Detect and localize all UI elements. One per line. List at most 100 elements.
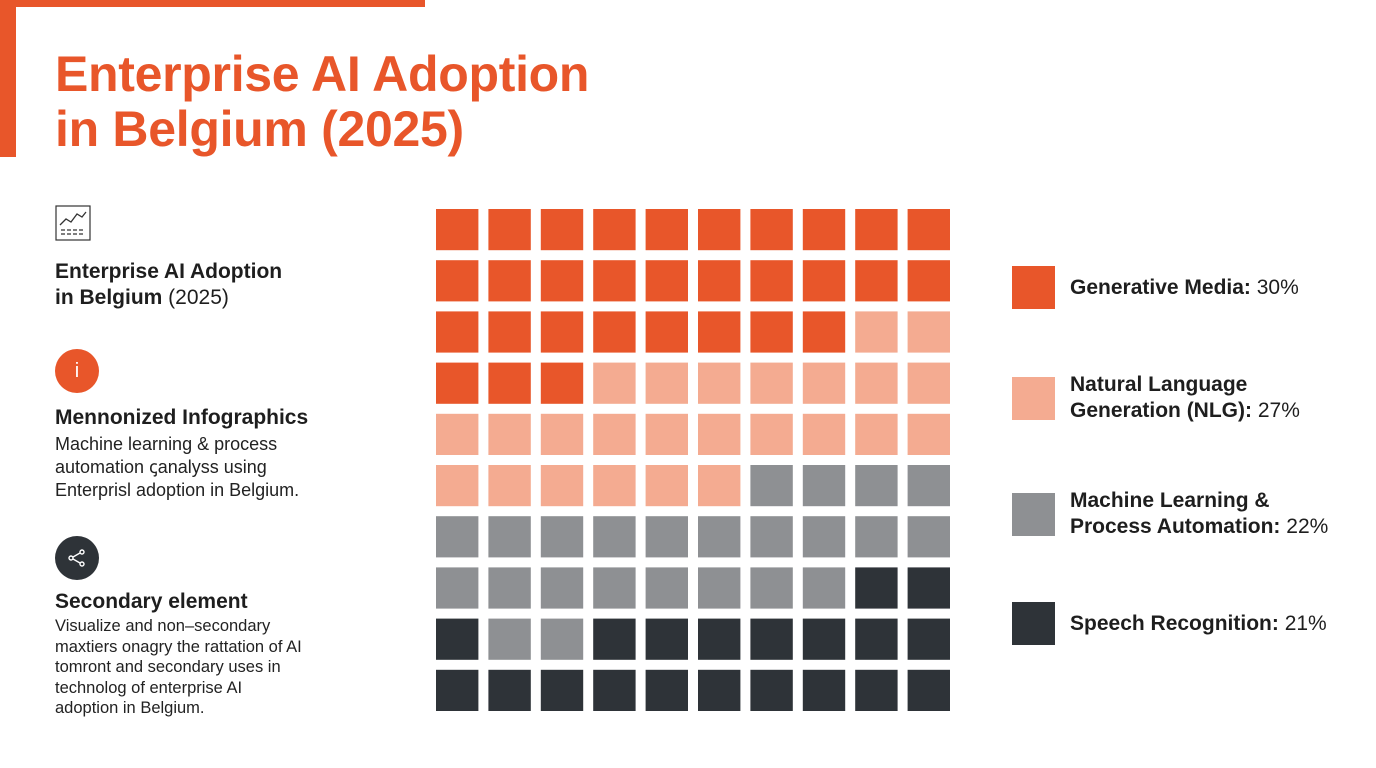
waffle-cell-natural-language-generation-nlg bbox=[488, 465, 531, 507]
waffle-cell-machine-learning-process-automation bbox=[750, 516, 793, 558]
waffle-cell-natural-language-generation-nlg bbox=[802, 413, 846, 455]
waffle-cell-natural-language-generation-nlg bbox=[540, 413, 584, 455]
waffle-cell-generative-media bbox=[855, 260, 898, 302]
waffle-cell-speech-recognition bbox=[698, 618, 741, 660]
waffle-cell-generative-media bbox=[802, 311, 846, 353]
waffle-cell-generative-media bbox=[907, 260, 950, 302]
waffle-cell-speech-recognition bbox=[907, 567, 950, 609]
legend-item-generative-media: Generative Media: 30% bbox=[1012, 266, 1299, 309]
waffle-cell-generative-media bbox=[907, 209, 950, 251]
waffle-cell-generative-media bbox=[750, 260, 793, 302]
legend-item-nlg: Natural Language Generation (NLG): 27% bbox=[1012, 372, 1300, 424]
section-3-line: technolog of enterprise AI bbox=[55, 678, 243, 697]
left-accent-bar bbox=[0, 0, 16, 157]
waffle-cell-machine-learning-process-automation bbox=[645, 567, 688, 609]
waffle-cell-machine-learning-process-automation bbox=[540, 516, 584, 558]
waffle-cell-natural-language-generation-nlg bbox=[698, 362, 741, 404]
share-icon bbox=[55, 536, 99, 580]
waffle-cell-generative-media bbox=[593, 209, 636, 251]
waffle-cell-machine-learning-process-automation bbox=[855, 465, 898, 507]
waffle-cell-speech-recognition bbox=[436, 618, 479, 660]
waffle-cell-speech-recognition bbox=[488, 669, 531, 711]
section-2-line: automation ꞔanalyss using bbox=[55, 457, 267, 477]
sidebar-heading-bold-2: in Belgium bbox=[55, 286, 163, 309]
legend-swatch bbox=[1012, 376, 1055, 420]
waffle-cell-machine-learning-process-automation bbox=[802, 465, 846, 507]
waffle-cell-generative-media bbox=[645, 311, 688, 353]
waffle-chart bbox=[436, 209, 950, 711]
waffle-cell-natural-language-generation-nlg bbox=[855, 362, 898, 404]
waffle-cell-machine-learning-process-automation bbox=[540, 567, 584, 609]
waffle-cell-generative-media bbox=[488, 260, 531, 302]
waffle-cell-generative-media bbox=[698, 209, 741, 251]
legend-label: Machine Learning & bbox=[1070, 489, 1270, 512]
waffle-cell-machine-learning-process-automation bbox=[802, 516, 846, 558]
waffle-cell-natural-language-generation-nlg bbox=[436, 413, 479, 455]
legend-label: Process Automation: bbox=[1070, 515, 1281, 538]
section-2-title: Mennonized Infographics bbox=[55, 406, 309, 429]
waffle-cell-machine-learning-process-automation bbox=[802, 567, 846, 609]
waffle-cell-speech-recognition bbox=[540, 669, 584, 711]
waffle-cell-machine-learning-process-automation bbox=[488, 567, 531, 609]
waffle-cell-generative-media bbox=[802, 209, 846, 251]
waffle-cell-natural-language-generation-nlg bbox=[540, 465, 584, 507]
waffle-cell-machine-learning-process-automation bbox=[593, 516, 636, 558]
waffle-cell-machine-learning-process-automation bbox=[750, 567, 793, 609]
waffle-cell-natural-language-generation-nlg bbox=[645, 362, 688, 404]
waffle-cell-generative-media bbox=[540, 209, 584, 251]
waffle-cell-natural-language-generation-nlg bbox=[593, 362, 636, 404]
waffle-cell-natural-language-generation-nlg bbox=[750, 362, 793, 404]
sidebar-heading-year: (2025) bbox=[162, 286, 229, 309]
waffle-cell-machine-learning-process-automation bbox=[645, 516, 688, 558]
section-3-line: maxtiers onagry the rattation of AI bbox=[55, 637, 302, 656]
legend-label: Generation (NLG): bbox=[1070, 399, 1252, 422]
waffle-cell-generative-media bbox=[698, 311, 741, 353]
waffle-cell-natural-language-generation-nlg bbox=[750, 413, 793, 455]
waffle-cell-generative-media bbox=[436, 209, 479, 251]
legend-swatch bbox=[1012, 602, 1055, 645]
sidebar-heading: Enterprise AI Adoption in Belgium (2025) bbox=[55, 259, 282, 311]
waffle-cell-speech-recognition bbox=[698, 669, 741, 711]
waffle-cell-natural-language-generation-nlg bbox=[645, 465, 688, 507]
waffle-cell-speech-recognition bbox=[645, 669, 688, 711]
legend-value: 22% bbox=[1286, 515, 1329, 538]
waffle-cell-generative-media bbox=[645, 209, 688, 251]
section-2-line: Machine learning & process bbox=[55, 434, 278, 454]
legend-text: Natural Language Generation (NLG): 27% bbox=[1070, 372, 1300, 424]
section-3-body: Visualize and non–secondary maxtiers ona… bbox=[55, 616, 302, 719]
page-title-line-2: in Belgium (2025) bbox=[55, 101, 464, 157]
waffle-cell-machine-learning-process-automation bbox=[750, 465, 793, 507]
waffle-cell-natural-language-generation-nlg bbox=[907, 311, 950, 353]
waffle-cell-generative-media bbox=[540, 260, 584, 302]
waffle-cell-speech-recognition bbox=[802, 618, 846, 660]
waffle-cell-generative-media bbox=[540, 362, 584, 404]
waffle-cell-speech-recognition bbox=[436, 669, 479, 711]
waffle-cell-natural-language-generation-nlg bbox=[907, 413, 950, 455]
chart-report-icon bbox=[55, 205, 91, 241]
waffle-cell-speech-recognition bbox=[855, 567, 898, 609]
waffle-cell-natural-language-generation-nlg bbox=[436, 465, 479, 507]
section-3-line: Visualize and non–secondary bbox=[55, 617, 271, 635]
waffle-cell-natural-language-generation-nlg bbox=[802, 362, 846, 404]
waffle-cell-generative-media bbox=[488, 311, 531, 353]
waffle-cell-speech-recognition bbox=[750, 669, 793, 711]
waffle-cell-machine-learning-process-automation bbox=[907, 465, 950, 507]
waffle-cell-generative-media bbox=[488, 362, 531, 404]
waffle-cell-generative-media bbox=[540, 311, 584, 353]
waffle-cell-generative-media bbox=[750, 311, 793, 353]
waffle-cell-natural-language-generation-nlg bbox=[593, 413, 636, 455]
section-2-body: Machine learning & process automation ꞔa… bbox=[55, 433, 299, 502]
waffle-cell-speech-recognition bbox=[750, 618, 793, 660]
section-3-title: Secondary element bbox=[55, 590, 248, 613]
waffle-cell-machine-learning-process-automation bbox=[540, 618, 584, 660]
legend-value: 27% bbox=[1257, 399, 1300, 422]
waffle-cell-natural-language-generation-nlg bbox=[855, 413, 898, 455]
waffle-cell-natural-language-generation-nlg bbox=[488, 413, 531, 455]
legend-text: Machine Learning & Process Automation: 2… bbox=[1070, 488, 1328, 540]
waffle-cell-natural-language-generation-nlg bbox=[855, 311, 898, 353]
waffle-cell-speech-recognition bbox=[907, 618, 950, 660]
waffle-cell-natural-language-generation-nlg bbox=[645, 413, 688, 455]
waffle-cell-generative-media bbox=[750, 209, 793, 251]
waffle-cell-generative-media bbox=[436, 362, 479, 404]
waffle-cell-generative-media bbox=[645, 260, 688, 302]
